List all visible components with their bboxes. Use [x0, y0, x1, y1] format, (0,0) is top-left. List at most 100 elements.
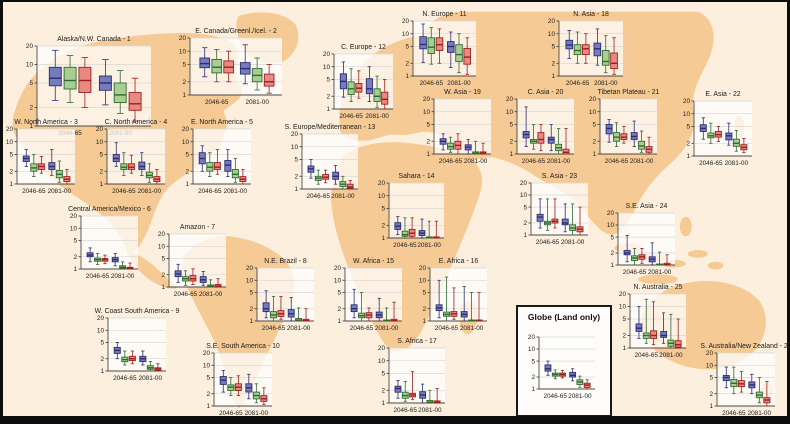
box-blue	[48, 49, 62, 101]
y-tick-label: 5	[551, 44, 555, 51]
y-tick-label: 1	[29, 123, 33, 130]
y-tick-label: 10	[323, 64, 331, 71]
y-tick-label: 20	[706, 350, 714, 357]
y-tick-label: 5	[709, 375, 713, 382]
y-tick-label: 2	[405, 61, 409, 68]
y-tick-label: 5	[100, 340, 104, 347]
region-panel-sahara-14: Sahara - 14 1 2 5 10 20 2046-65 2081-00	[373, 171, 454, 254]
box-red	[126, 262, 134, 270]
box-blue	[394, 380, 402, 399]
y-tick-label: 20	[378, 345, 386, 352]
y-tick-label: 10	[506, 109, 514, 116]
y-tick-label: 10	[528, 346, 536, 353]
panel-title: W. Asia - 19	[444, 89, 481, 96]
box-green	[227, 377, 235, 396]
box-blue	[287, 297, 295, 322]
y-tick-label: 1	[422, 318, 426, 325]
box-red	[610, 37, 618, 75]
x-group-label: 2081-00	[464, 158, 488, 165]
box-green	[231, 158, 239, 183]
box-blue	[725, 122, 733, 146]
box-blue	[394, 216, 402, 236]
box-red	[638, 248, 646, 264]
x-group-label: 2046-65	[339, 113, 363, 120]
box-red	[475, 292, 483, 322]
box-red	[260, 387, 268, 405]
box-blue	[239, 44, 251, 85]
box-red	[277, 296, 285, 320]
panel-chart: Central America/Mexico - 6 1 2 5 10 20 2046-65…	[68, 206, 151, 280]
box-blue	[699, 117, 707, 140]
x-group-label: 2046-65	[198, 188, 222, 195]
panel-chart: C. North America - 4 1 2 5 10 20 2046-65 2081-0…	[96, 119, 168, 195]
panel-chart: E. Africa - 16 1 2 5 10 20 2046-65 2081-00	[419, 258, 487, 332]
box-green	[63, 55, 77, 103]
y-tick-label: 2	[73, 254, 77, 261]
panel-plot-area	[618, 213, 675, 265]
y-tick-label: 2	[100, 356, 104, 363]
y-tick-label: 1	[100, 368, 104, 375]
box-blue	[174, 263, 182, 283]
box-red	[365, 307, 373, 322]
x-group-label: 2046-65	[205, 99, 229, 106]
x-group-label: 2046-65	[722, 410, 746, 417]
panel-title: N. Australia - 25	[633, 284, 682, 291]
box-blue	[111, 253, 119, 267]
box-red	[450, 287, 458, 320]
box-green	[314, 169, 322, 185]
y-tick-label: 1	[381, 400, 385, 407]
y-tick-label: 5	[182, 62, 186, 69]
x-group-label: 2081-00	[594, 80, 618, 87]
y-tick-label: 10	[26, 62, 34, 69]
box-blue	[439, 133, 447, 151]
box-red	[479, 142, 487, 155]
y-tick-label: 1	[337, 318, 341, 325]
box-red	[551, 198, 559, 229]
y-tick-label: 2	[622, 333, 626, 340]
panel-title: S. Africa - 17	[397, 338, 437, 345]
island-4	[687, 250, 708, 258]
box-green	[472, 140, 480, 155]
box-green	[295, 307, 303, 322]
box-red	[433, 388, 441, 404]
y-tick-label: 2	[161, 272, 165, 279]
panel-chart: E. North America - 5 1 2 5 10 20 2046-65 2081-0…	[182, 119, 253, 195]
box-red	[234, 375, 242, 396]
panel-title: C. North America - 4	[105, 119, 168, 126]
box-red	[128, 350, 136, 365]
box-red	[128, 77, 142, 122]
box-green	[30, 154, 38, 177]
y-tick-label: 2	[249, 306, 253, 313]
panel-plot-area	[108, 318, 166, 371]
box-green	[119, 261, 127, 270]
y-tick-label: 5	[9, 152, 13, 159]
y-tick-label: 10	[607, 222, 615, 229]
x-group-label: 2046-65	[174, 291, 198, 298]
box-green	[270, 296, 277, 322]
y-tick-label: 10	[182, 139, 190, 146]
y-tick-label: 2	[592, 139, 596, 146]
y-tick-label: 20	[334, 265, 342, 272]
panel-title: E. Asia - 22	[705, 91, 740, 98]
box-blue	[561, 203, 569, 233]
x-group-label: 2081-00	[365, 113, 389, 120]
box-green	[211, 48, 223, 83]
box-green	[426, 389, 434, 404]
region-panel-n-australia-25: N. Australia - 25 1 2 5 10 20 2046-65 2081-00	[614, 282, 696, 364]
y-tick-label: 20	[158, 231, 166, 238]
y-tick-label: 1	[381, 235, 385, 242]
box-green	[447, 136, 454, 153]
y-tick-label: 10	[548, 31, 556, 38]
box-red	[582, 33, 590, 64]
y-tick-label: 2	[381, 388, 385, 395]
box-green	[631, 248, 638, 266]
x-group-label: 2081-00	[375, 325, 399, 332]
box-green	[707, 122, 715, 144]
y-tick-label: 2	[709, 391, 713, 398]
region-panel-c-north-america-4: C. North America - 4 1 2 5 10 20 2046-65 2081-0…	[91, 117, 175, 200]
panel-title: E. North America - 5	[191, 119, 253, 126]
y-tick-label: 5	[73, 238, 77, 245]
landmass-philippines	[679, 216, 692, 237]
region-panel-e-north-america-5: E. North America - 5 1 2 5 10 20 2046-65 2081-0…	[177, 117, 261, 200]
